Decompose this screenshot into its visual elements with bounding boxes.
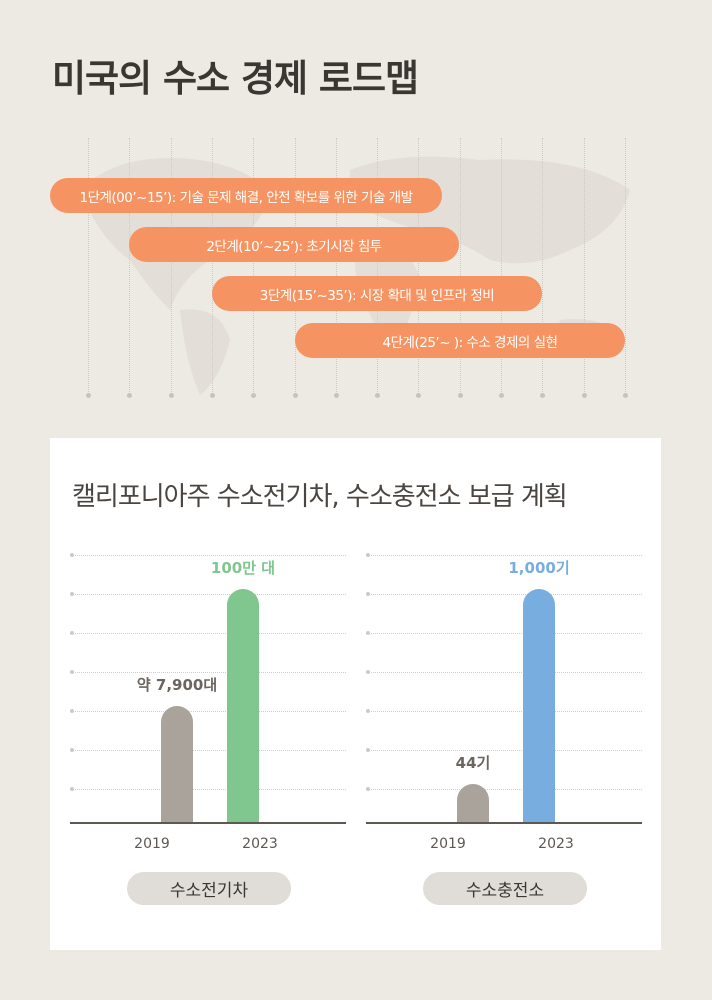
gridline-dot bbox=[70, 631, 74, 635]
x-axis bbox=[70, 822, 346, 824]
tick-label-2023: 2023 bbox=[538, 836, 574, 852]
gridline-dot bbox=[366, 787, 370, 791]
timeline-gridline bbox=[377, 138, 379, 396]
timeline-gridline bbox=[129, 138, 131, 396]
card-title: 캘리포니아주 수소전기차, 수소충전소 보급 계획 bbox=[72, 482, 568, 512]
gridline bbox=[366, 594, 642, 595]
phase-2-pill: 2단계(10’~25’): 초기시장 침투 bbox=[129, 227, 459, 262]
timeline-gridline bbox=[418, 138, 420, 396]
data-label-2023: 1,000기 bbox=[508, 559, 570, 577]
gridline-dot bbox=[70, 748, 74, 752]
gridline bbox=[70, 633, 346, 634]
gridline-dot bbox=[70, 709, 74, 713]
phase-1-pill: 1단계(00’~15’): 기술 문제 해결, 안전 확보를 위한 기술 개발 bbox=[50, 178, 442, 213]
timeline-gridline bbox=[88, 138, 89, 396]
gridline-dot bbox=[70, 592, 74, 596]
timeline-gridline bbox=[501, 138, 502, 396]
gridline bbox=[366, 633, 642, 634]
timeline-dot bbox=[86, 393, 91, 398]
chart-card: 캘리포니아주 수소전기차, 수소충전소 보급 계획 약 7,900대 100만 … bbox=[50, 438, 661, 950]
gridline bbox=[70, 672, 346, 673]
x-axis bbox=[366, 822, 642, 824]
timeline-gridline bbox=[583, 138, 585, 396]
gridline bbox=[366, 789, 642, 790]
page-title: 미국의 수소 경제 로드맵 bbox=[52, 57, 419, 100]
gridline bbox=[366, 711, 642, 712]
tick-label-2019: 2019 bbox=[430, 836, 466, 852]
timeline-dot bbox=[292, 393, 298, 398]
chart-hydrogen-vehicles: 약 7,900대 100만 대 2019 2023 bbox=[70, 538, 346, 852]
timeline-dot bbox=[251, 393, 257, 398]
phase-3-pill: 3단계(15’~35’): 시장 확대 및 인프라 정비 bbox=[212, 276, 542, 311]
timeline-dot bbox=[168, 393, 174, 398]
timeline-gridline bbox=[253, 138, 255, 396]
timeline-dot bbox=[209, 393, 215, 398]
tick-label-2019: 2019 bbox=[134, 836, 170, 852]
timeline-dot bbox=[416, 393, 422, 398]
timeline-dot bbox=[127, 393, 133, 398]
timeline-dot bbox=[457, 393, 463, 398]
timeline-gridline bbox=[624, 138, 626, 396]
gridline-dot bbox=[366, 670, 370, 674]
timeline-gridline bbox=[459, 138, 461, 396]
gridline bbox=[70, 750, 346, 751]
gridline bbox=[70, 594, 346, 595]
gridline bbox=[70, 711, 346, 712]
gridline bbox=[366, 750, 642, 751]
chart-title-vehicles: 수소전기차 bbox=[127, 872, 291, 905]
timeline-gridline bbox=[335, 138, 337, 396]
gridline bbox=[70, 555, 346, 556]
timeline-gridline bbox=[170, 138, 172, 396]
timeline-dot bbox=[540, 393, 546, 398]
world-map-background bbox=[80, 156, 630, 395]
chart-title-stations: 수소충전소 bbox=[423, 872, 587, 905]
gridline-dot bbox=[366, 709, 370, 713]
bar-2019 bbox=[161, 706, 193, 822]
gridline-dot bbox=[70, 787, 74, 791]
gridline-dot bbox=[366, 553, 370, 557]
gridline bbox=[366, 672, 642, 673]
timeline-dot bbox=[622, 393, 628, 398]
gridline-dot bbox=[70, 670, 74, 674]
bar-2023 bbox=[523, 589, 555, 822]
gridline-dot bbox=[70, 553, 74, 557]
gridline-dot bbox=[366, 748, 370, 752]
tick-label-2023: 2023 bbox=[242, 836, 278, 852]
gridline bbox=[70, 789, 346, 790]
bar-2019 bbox=[457, 784, 489, 822]
chart-charging-stations: 44기 1,000기 2019 2023 bbox=[366, 538, 642, 852]
timeline-dot bbox=[333, 393, 339, 398]
phase-4-pill: 4단계(25’~ ): 수소 경제의 실현 bbox=[295, 323, 625, 358]
data-label-2023: 100만 대 bbox=[210, 559, 276, 577]
bar-2023 bbox=[227, 589, 259, 822]
timeline-dot bbox=[581, 393, 587, 398]
timeline-dot bbox=[375, 393, 381, 398]
gridline-dot bbox=[366, 592, 370, 596]
data-label-2019: 44기 bbox=[455, 754, 491, 772]
timeline-gridline bbox=[294, 138, 296, 396]
data-label-2019: 약 7,900대 bbox=[136, 676, 218, 694]
timeline-gridline bbox=[211, 138, 213, 396]
timeline-dot bbox=[499, 393, 504, 398]
gridline bbox=[366, 555, 642, 556]
timeline-gridline bbox=[542, 138, 544, 396]
gridline-dot bbox=[366, 631, 370, 635]
